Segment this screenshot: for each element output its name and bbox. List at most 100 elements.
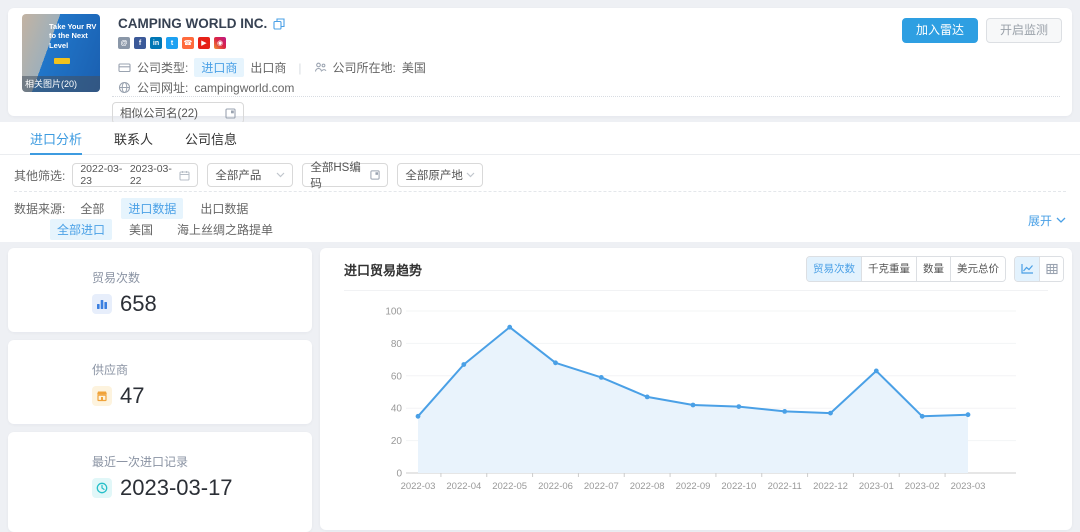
youtube-icon[interactable]: ▶: [198, 37, 210, 49]
metric-trade-count[interactable]: 贸易次数: [807, 257, 861, 281]
thumbnail-promo-text: Take Your RV to the Next Level: [49, 22, 97, 50]
location-value: 美国: [401, 61, 426, 75]
expand-button[interactable]: 展开: [1028, 212, 1066, 229]
svg-text:2022-09: 2022-09: [676, 481, 711, 492]
chevron-down-icon: [1056, 217, 1066, 223]
svg-text:2022-06: 2022-06: [538, 481, 573, 492]
svg-text:2023-02: 2023-02: [905, 481, 940, 492]
similar-companies-label: 相似公司名(22): [120, 108, 198, 120]
stat-label: 最近一次进口记录: [92, 455, 189, 469]
facebook-icon[interactable]: f: [134, 37, 146, 49]
svg-text:2022-11: 2022-11: [768, 481, 802, 492]
date-end: 2023-03-22: [129, 163, 172, 187]
svg-text:2022-05: 2022-05: [492, 481, 527, 492]
globe-icon: [118, 81, 131, 94]
svg-text:60: 60: [391, 371, 403, 382]
twitter-icon[interactable]: t: [166, 37, 178, 49]
website-value[interactable]: campingworld.com: [194, 80, 295, 95]
copy-icon[interactable]: [273, 17, 285, 30]
subsource-maritime-silk-road[interactable]: 海上丝绸之路提单: [177, 223, 274, 237]
svg-text:2022-03: 2022-03: [401, 481, 436, 492]
svg-text:40: 40: [391, 404, 403, 415]
analysis-section: 进口分析 联系人 公司信息 其他筛选: 2022-03-23 2023-03-2…: [0, 122, 1080, 242]
svg-text:100: 100: [385, 307, 402, 318]
website-label: 公司网址:: [137, 81, 189, 95]
calendar-icon: [179, 170, 190, 181]
chevron-down-icon: [466, 172, 475, 178]
metric-quantity[interactable]: 数量: [916, 257, 950, 281]
company-name: CAMPING WORLD INC.: [118, 16, 268, 31]
svg-text:80: 80: [391, 339, 403, 350]
similar-companies-select[interactable]: 相似公司名(22): [112, 102, 244, 124]
origin-select-value: 全部原产地: [405, 170, 463, 182]
chart-header-divider: [344, 290, 1048, 291]
trend-line-chart: 0 20 40 60 80 100 2022-03 2022-04 2022-05 2022-06…: [328, 296, 1064, 511]
dotted-divider: [112, 96, 1060, 97]
chart-title: 进口贸易趋势: [344, 263, 423, 278]
instagram-icon[interactable]: ◉: [214, 37, 226, 49]
subsource-usa[interactable]: 美国: [129, 223, 154, 237]
tab-contacts[interactable]: 联系人: [114, 131, 154, 147]
filter-label: 其他筛选:: [14, 168, 66, 183]
table-icon[interactable]: [1039, 257, 1063, 281]
metric-usd-total[interactable]: 美元总价: [950, 257, 1005, 281]
hs-code-select[interactable]: 全部HS编码: [302, 162, 389, 190]
thumbnail-badge: [54, 58, 70, 64]
panel-icon: [225, 107, 236, 119]
source-all[interactable]: 全部: [80, 202, 105, 216]
stat-value: 658: [120, 291, 157, 316]
stat-value: 47: [120, 383, 145, 408]
line-chart-icon[interactable]: [1015, 257, 1039, 281]
origin-select[interactable]: 全部原产地: [397, 163, 484, 187]
stat-card-trade-count: 贸易次数 658: [8, 248, 312, 332]
svg-text:2023-01: 2023-01: [859, 481, 894, 492]
supplier-icon: [92, 386, 112, 406]
vertical-divider: |: [298, 60, 302, 75]
tab-import-analysis[interactable]: 进口分析: [30, 122, 83, 155]
svg-text:2022-10: 2022-10: [721, 481, 756, 492]
metric-weight-kg[interactable]: 千克重量: [861, 257, 916, 281]
company-type-icon: [118, 61, 131, 74]
svg-text:2022-12: 2022-12: [813, 481, 848, 492]
exporter-label: 出口商: [250, 61, 287, 75]
trend-chart-card: 进口贸易趋势 贸易次数 千克重量 数量 美元总价 0 20 40 60 80 100 202…: [320, 248, 1072, 530]
location-icon: [314, 61, 327, 74]
svg-text:2022-07: 2022-07: [584, 481, 619, 492]
product-select[interactable]: 全部产品: [207, 163, 294, 187]
chevron-down-icon: [276, 172, 285, 178]
subsource-all-imports[interactable]: 全部进口: [50, 219, 113, 240]
importer-badge: 进口商: [194, 58, 245, 77]
source-import-data[interactable]: 进口数据: [121, 198, 184, 219]
source-export-data[interactable]: 出口数据: [200, 202, 249, 216]
data-source-label: 数据来源:: [14, 202, 66, 216]
company-header-card: Take Your RV to the Next Level 相关图片(20) …: [8, 8, 1072, 124]
stat-label: 供应商: [92, 363, 129, 377]
tab-bar: 进口分析 联系人 公司信息: [0, 122, 1080, 155]
svg-text:20: 20: [391, 436, 403, 447]
social-links: @ f in t ☎ ▶ ◉: [118, 37, 226, 49]
phone-icon[interactable]: ☎: [182, 37, 194, 49]
add-radar-button[interactable]: 加入雷达: [901, 18, 978, 43]
tab-company-info[interactable]: 公司信息: [185, 131, 238, 147]
website-icon[interactable]: @: [118, 37, 130, 49]
trend-chart-svg: 0 20 40 60 80 100 2022-03 2022-04 2022-05 2022-06…: [385, 307, 1016, 492]
svg-text:0: 0: [396, 469, 402, 480]
dashed-divider: [14, 191, 1066, 192]
metric-switcher: 贸易次数 千克重量 数量 美元总价: [806, 256, 1006, 282]
company-type-label: 公司类型:: [137, 61, 189, 75]
thumbnail-caption: 相关图片(20): [22, 76, 100, 92]
bar-chart-icon: [92, 294, 112, 314]
date-range-input[interactable]: 2022-03-23 2023-03-22: [72, 163, 199, 187]
location-label: 公司所在地:: [332, 61, 396, 75]
company-thumbnail[interactable]: Take Your RV to the Next Level 相关图片(20): [22, 14, 100, 92]
date-start: 2022-03-23: [80, 163, 123, 187]
panel-icon: [370, 170, 380, 180]
monitor-button[interactable]: 开启监测: [985, 18, 1062, 43]
stat-card-suppliers: 供应商 47: [8, 340, 312, 424]
linkedin-icon[interactable]: in: [150, 37, 162, 49]
product-select-value: 全部产品: [215, 170, 262, 182]
expand-label: 展开: [1027, 214, 1052, 228]
view-switcher: [1014, 256, 1064, 282]
svg-text:2023-03: 2023-03: [951, 481, 986, 492]
